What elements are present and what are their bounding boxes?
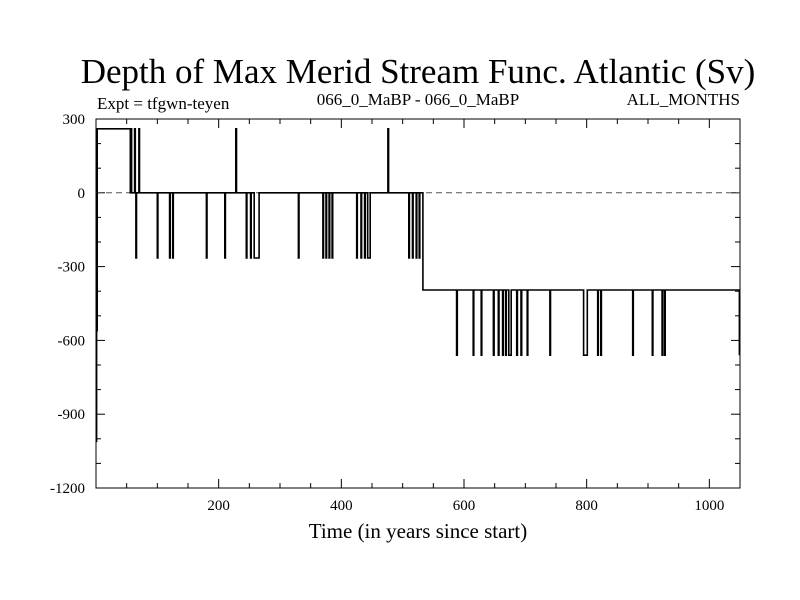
y-tick-label: -900 xyxy=(58,407,86,423)
plot-area xyxy=(95,128,741,443)
subtitle-months: ALL_MONTHS xyxy=(627,90,740,109)
y-tick-label: 300 xyxy=(63,112,86,128)
x-tick-label: 1000 xyxy=(694,498,724,514)
x-axis-label: Time (in years since start) xyxy=(309,519,528,543)
x-tick-label: 800 xyxy=(575,498,598,514)
x-tick-label: 600 xyxy=(453,498,476,514)
series-line xyxy=(95,128,741,443)
y-tick-label: -600 xyxy=(58,333,86,349)
chart-title: Depth of Max Merid Stream Func. Atlantic… xyxy=(81,52,756,91)
y-tick-label: 0 xyxy=(78,186,86,202)
subtitle-experiment: Expt = tfgwn-teyen xyxy=(97,94,230,113)
y-tick-label: -1200 xyxy=(50,481,85,497)
y-tick-label: -300 xyxy=(58,260,86,276)
plot-frame xyxy=(95,118,741,489)
x-tick-label: 400 xyxy=(330,498,353,514)
axes-group: 200 400 600 800 1000 300 0 -300 -600 -900 -1200 xyxy=(50,112,741,514)
subtitle-comparison: 066_0_MaBP - 066_0_MaBP xyxy=(317,90,519,109)
x-tick-label: 200 xyxy=(207,498,230,514)
